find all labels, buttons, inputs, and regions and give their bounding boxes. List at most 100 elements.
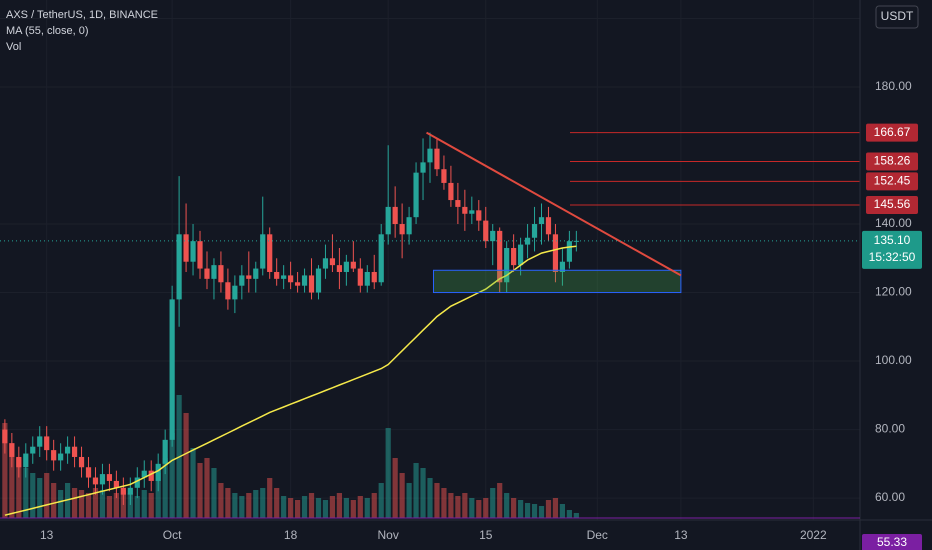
candle-body <box>315 268 322 293</box>
candle-body <box>511 248 517 266</box>
candle-body <box>517 244 524 266</box>
overlay-layer <box>0 131 860 294</box>
candle-body <box>364 271 370 286</box>
volume-bar <box>197 463 203 518</box>
candle-body <box>301 275 308 286</box>
volume-bar <box>329 496 336 518</box>
support-zone <box>432 269 682 294</box>
candle-body <box>385 206 391 235</box>
volume-bar <box>455 496 461 518</box>
candle-body <box>274 271 280 279</box>
volume-bar <box>267 478 273 518</box>
volume-bar <box>315 498 322 518</box>
candle-body <box>211 265 217 279</box>
candle-body <box>78 456 85 468</box>
candle-body <box>92 477 99 485</box>
volume-bar <box>246 493 252 518</box>
candle-body <box>448 182 454 201</box>
candle-body <box>490 230 496 242</box>
candle-body <box>148 470 154 481</box>
candle-body <box>545 217 552 235</box>
candle-body <box>357 268 363 286</box>
volume-bar <box>420 468 426 518</box>
volume-bar <box>399 473 405 518</box>
y-tick-label: 140.00 <box>875 216 912 230</box>
candle-body <box>392 206 398 225</box>
candle-body <box>288 275 294 283</box>
candle-body <box>322 258 329 269</box>
candle-body <box>190 241 196 262</box>
volume-bar <box>239 496 245 518</box>
volume-bar <box>524 503 531 518</box>
candle-body <box>239 275 245 286</box>
ma-line <box>4 245 577 516</box>
volume-bar <box>58 490 64 518</box>
volume-bar <box>308 493 315 518</box>
volume-bar <box>71 488 78 518</box>
volume-bar <box>134 496 140 518</box>
level-label: 145.56 <box>874 197 911 211</box>
candle-body <box>267 234 273 272</box>
candle-body <box>427 148 433 163</box>
volume-bar <box>566 510 572 518</box>
last-price-box <box>862 230 922 269</box>
volume-bar <box>44 473 50 518</box>
volume-bar <box>127 493 133 518</box>
volume-bar <box>211 468 217 518</box>
volume-bar <box>350 500 356 518</box>
level-label-box <box>866 195 918 214</box>
volume-bar <box>504 493 510 518</box>
volume-bar <box>99 490 106 518</box>
volume-bar <box>476 500 482 518</box>
volume-bar <box>371 493 377 518</box>
volume-bar <box>448 493 454 518</box>
volume-bar <box>427 478 433 518</box>
candle-body <box>343 261 349 272</box>
candle-body <box>497 230 503 283</box>
volume-bar <box>517 500 524 518</box>
volume-bar <box>294 500 301 518</box>
candle-body <box>2 429 8 444</box>
volume-bar <box>497 483 503 518</box>
volume-bar <box>392 458 398 518</box>
candle-body <box>294 282 301 286</box>
volume-bar <box>162 458 168 518</box>
volume-bar <box>16 458 22 518</box>
last-price-label: 135.10 <box>874 233 911 247</box>
candle-body <box>413 172 419 218</box>
volume-bar <box>141 490 147 518</box>
x-tick-label: Nov <box>378 528 399 542</box>
volume-bar <box>573 513 579 518</box>
volume-bar <box>538 506 545 518</box>
volume-bar <box>281 496 287 518</box>
candle-body <box>58 453 64 461</box>
volume-legend: Vol <box>6 41 21 53</box>
volume-bar <box>511 498 517 518</box>
volume-bar <box>169 433 175 518</box>
candle-body <box>71 446 78 457</box>
volume-bar <box>183 413 189 518</box>
candle-body <box>308 275 315 293</box>
trendline <box>426 131 682 277</box>
volume-bar <box>92 488 99 518</box>
x-tick-label: 13 <box>40 528 54 542</box>
candle-body <box>531 224 538 238</box>
candle-body <box>169 299 175 440</box>
candle-body <box>246 275 252 279</box>
volume-bar <box>253 490 259 518</box>
level-label: 152.45 <box>874 174 911 188</box>
candle-body <box>420 162 426 173</box>
currency-box[interactable] <box>875 5 919 29</box>
candle-body <box>30 446 36 454</box>
candle-body <box>120 487 126 495</box>
volume-bar <box>260 488 266 518</box>
volume-bar <box>218 483 224 518</box>
candle-body <box>197 241 203 269</box>
candle-body <box>218 265 224 283</box>
volume-bar <box>288 498 294 518</box>
currency: USDT <box>881 9 914 23</box>
candle-body <box>336 265 343 272</box>
candle-body <box>552 234 559 272</box>
candle-body <box>434 148 440 170</box>
